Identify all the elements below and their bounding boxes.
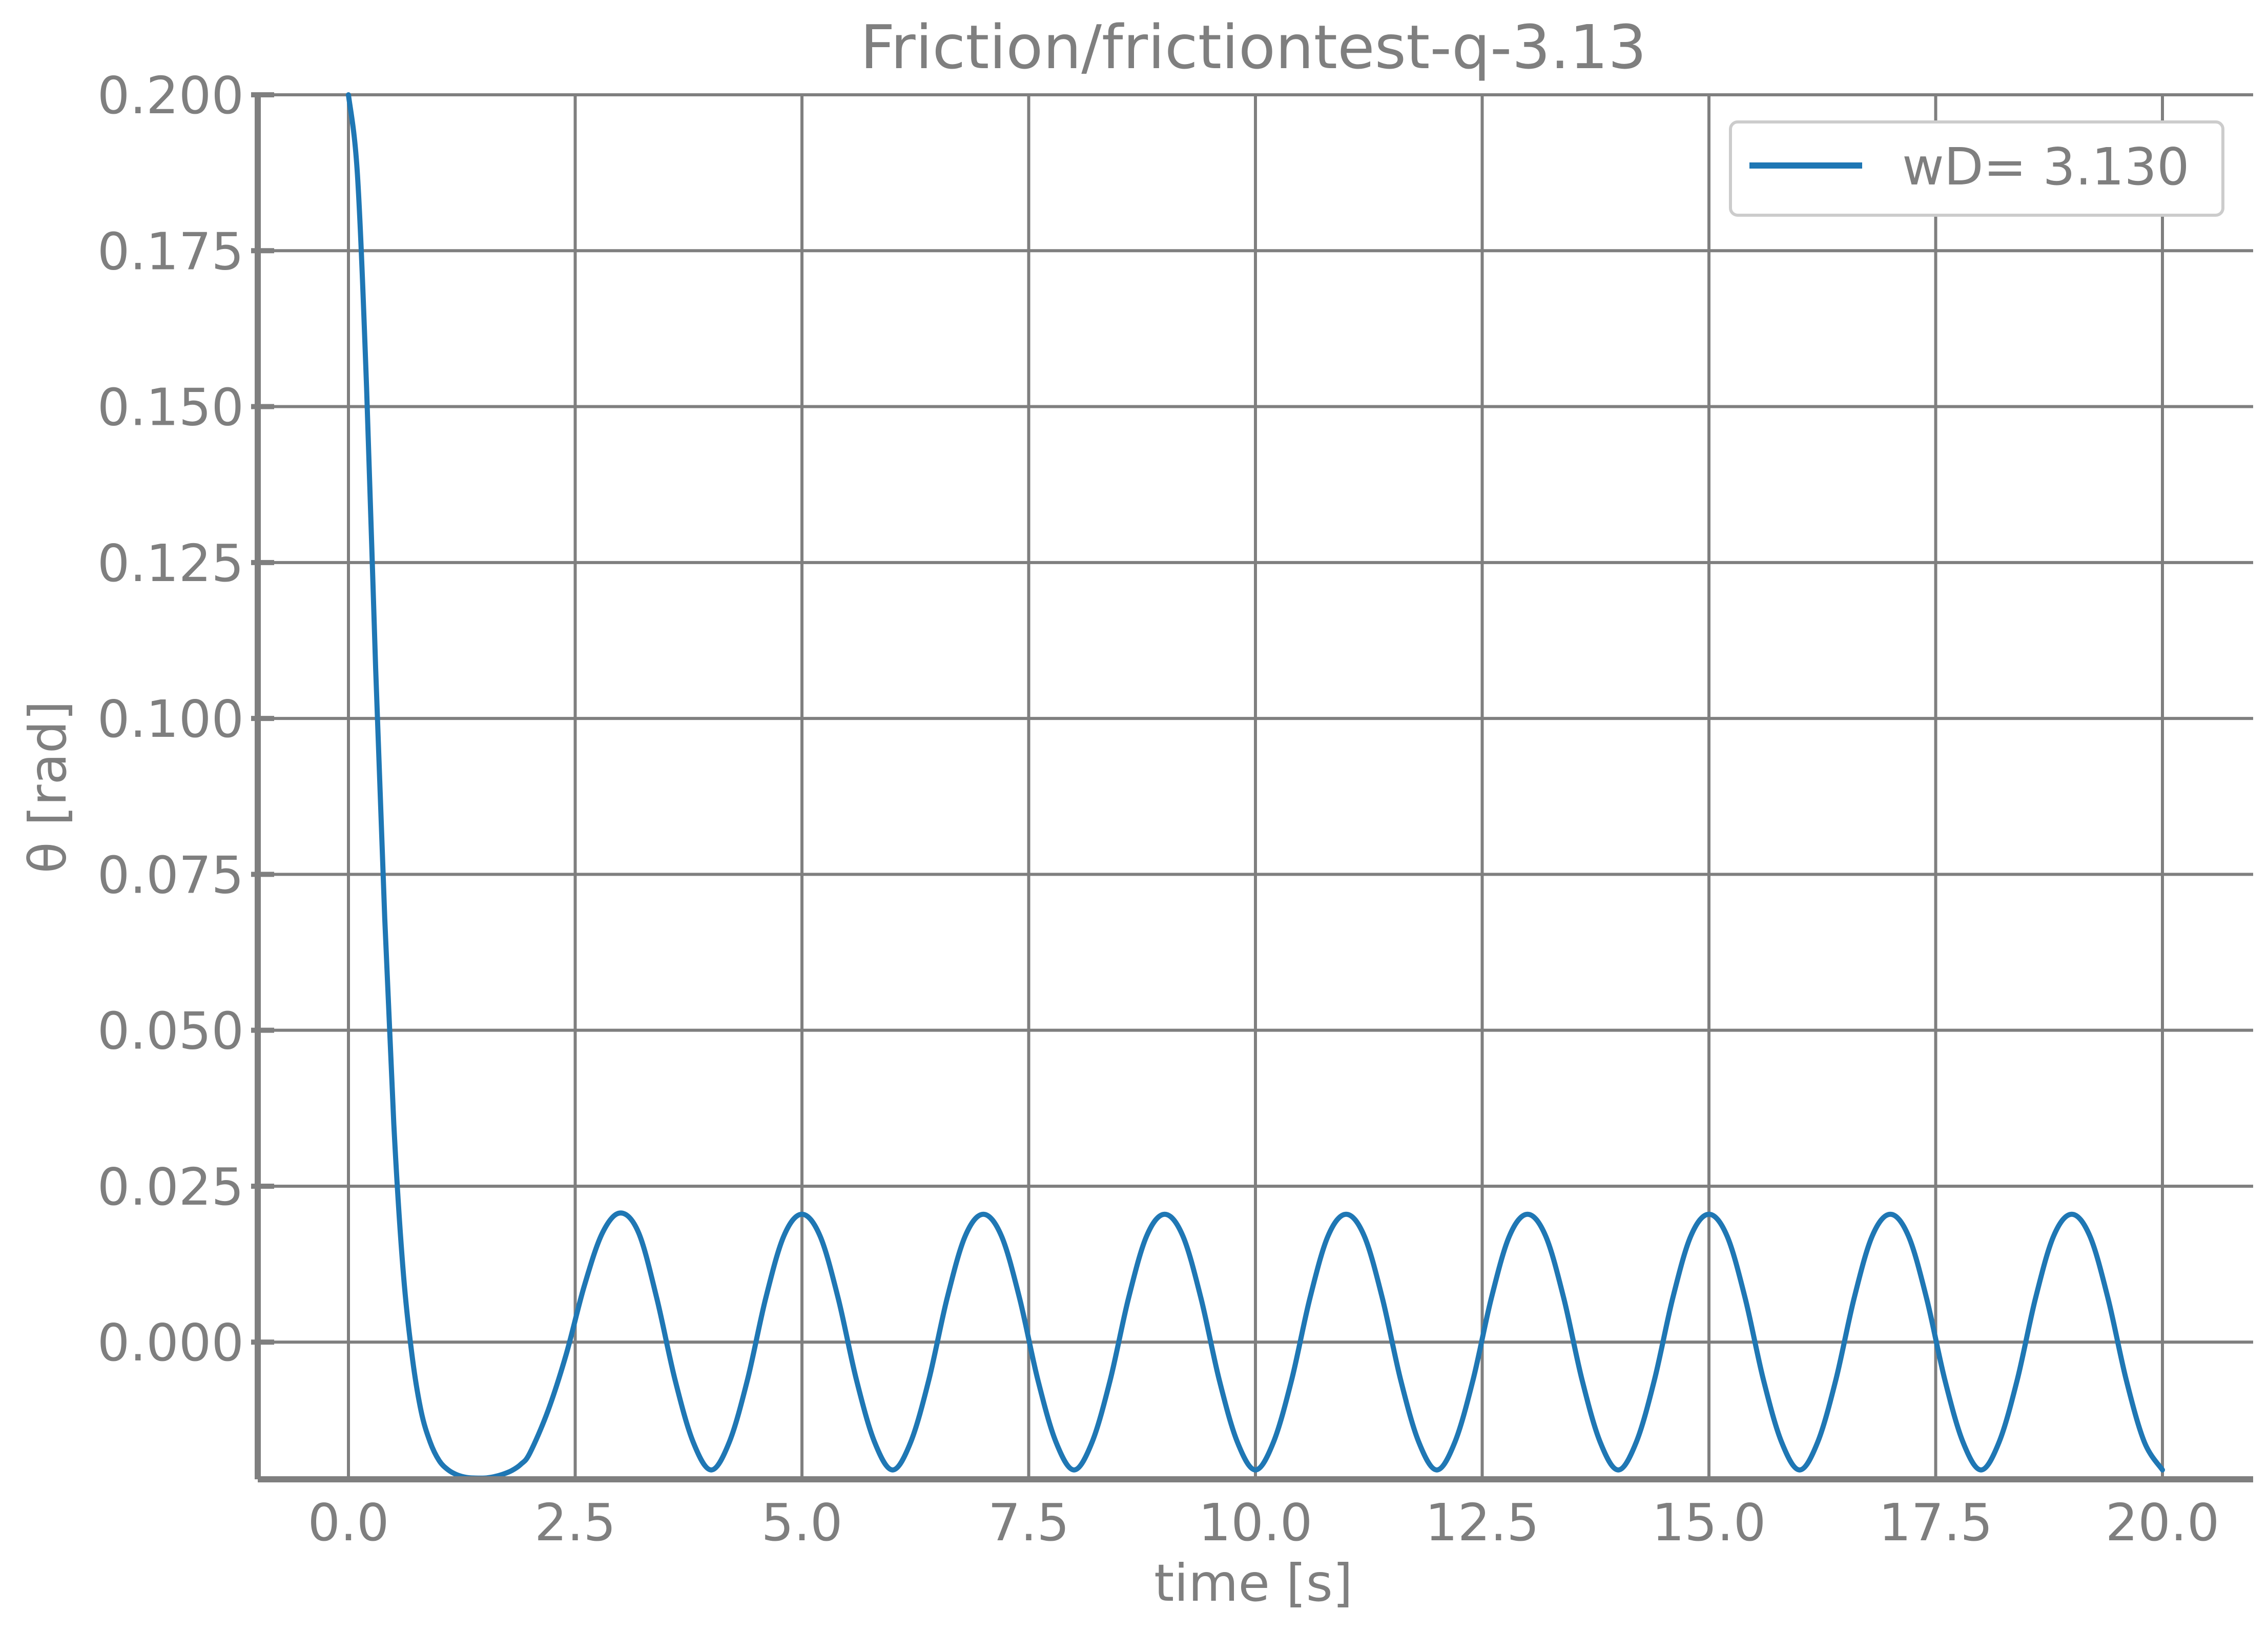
chart-title: Friction/frictiontest-q-3.13 <box>860 12 1646 82</box>
x-tick-label: 7.5 <box>988 1493 1069 1553</box>
x-tick-label: 2.5 <box>534 1493 616 1553</box>
y-tick-label: 0.125 <box>97 533 244 593</box>
y-tick-label: 0.100 <box>97 689 244 749</box>
x-axis-label: time [s] <box>1154 1553 1353 1613</box>
y-tick-label: 0.000 <box>97 1313 244 1373</box>
legend: wD= 3.130 <box>1729 120 2224 217</box>
y-ticks: 0.000 0.025 0.050 0.075 0.100 0.125 0.150 0.175… <box>97 66 274 1373</box>
x-tick-label: 20.0 <box>2106 1493 2220 1553</box>
y-axis-label: θ [rad] <box>18 701 78 874</box>
x-tick-label: 17.5 <box>1879 1493 1993 1553</box>
y-tick-label: 0.150 <box>97 378 244 438</box>
x-tick-label: 0.0 <box>307 1493 389 1553</box>
x-ticks: 0.0 2.5 5.0 7.5 10.0 12.5 15.0 17.5 20.0 <box>307 1493 2219 1553</box>
x-tick-label: 12.5 <box>1425 1493 1539 1553</box>
x-tick-label: 5.0 <box>761 1493 842 1553</box>
legend-box <box>1729 120 2224 217</box>
legend-label: wD= 3.130 <box>1902 137 2190 197</box>
x-tick-label: 10.0 <box>1199 1493 1313 1553</box>
y-tick-label: 0.050 <box>97 1001 244 1061</box>
y-tick-label: 0.175 <box>97 221 244 281</box>
y-tick-label: 0.025 <box>97 1157 244 1217</box>
x-tick-label: 15.0 <box>1652 1493 1766 1553</box>
grid <box>258 93 2253 1479</box>
y-tick-label: 0.200 <box>97 66 244 126</box>
y-tick-label: 0.075 <box>97 845 244 905</box>
